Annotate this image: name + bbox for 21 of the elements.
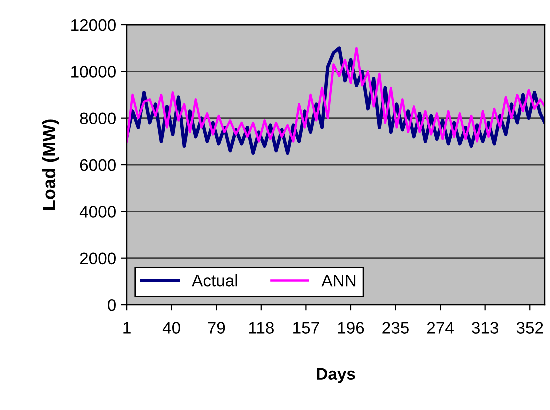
y-tick-label: 8000 — [80, 112, 116, 125]
y-tick-label: 6000 — [80, 159, 116, 172]
y-tick-label: 10000 — [72, 66, 116, 78]
x-tick-label: 79 — [208, 322, 226, 334]
x-tick-label: 313 — [472, 322, 499, 334]
x-tick-label: 196 — [338, 322, 364, 334]
x-tick-label: 235 — [382, 322, 409, 334]
y-tick-label: 4000 — [80, 206, 116, 218]
x-tick-label: 352 — [516, 322, 544, 334]
y-tick-label: 0 — [108, 299, 116, 312]
x-tick-label: 118 — [249, 322, 274, 334]
x-tick-label: 274 — [427, 322, 454, 334]
x-axis-title: Days — [317, 368, 356, 384]
legend-label: Actual — [192, 274, 238, 287]
x-tick-label: 157 — [294, 322, 320, 334]
x-tick-label: 40 — [162, 322, 180, 334]
x-tick-label: 1 — [124, 322, 131, 334]
y-tick-label: 12000 — [72, 19, 116, 32]
y-tick-label: 2000 — [80, 252, 116, 265]
y-axis-title: Load (MW) — [42, 120, 60, 210]
legend-label: ANN — [322, 275, 356, 287]
